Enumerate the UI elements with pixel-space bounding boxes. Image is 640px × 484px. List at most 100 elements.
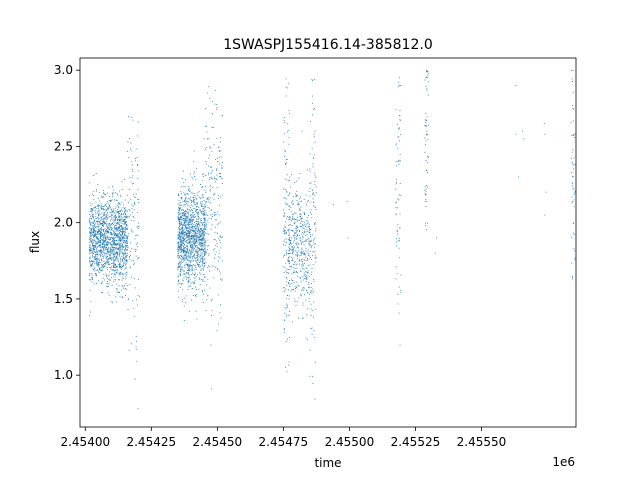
- data-point: [198, 233, 200, 235]
- data-point: [207, 215, 209, 217]
- data-point: [96, 220, 98, 222]
- data-point: [132, 231, 134, 233]
- data-point: [283, 188, 285, 190]
- data-point: [190, 220, 192, 222]
- data-point: [288, 298, 290, 300]
- data-point: [192, 216, 194, 218]
- data-point: [203, 262, 205, 264]
- data-point: [301, 265, 303, 267]
- data-point: [109, 238, 111, 240]
- data-point: [104, 213, 106, 215]
- data-point: [103, 221, 104, 223]
- data-point: [90, 236, 92, 238]
- data-point: [309, 187, 311, 189]
- data-point: [198, 206, 200, 208]
- data-point: [116, 248, 118, 250]
- data-point: [193, 241, 195, 243]
- data-point: [181, 217, 183, 218]
- data-point: [111, 257, 113, 259]
- data-point: [426, 71, 428, 73]
- data-point: [91, 241, 93, 242]
- data-point: [101, 269, 103, 271]
- data-point: [124, 228, 126, 230]
- data-point: [196, 231, 198, 233]
- data-point: [114, 270, 115, 272]
- data-point: [296, 230, 298, 232]
- data-point: [122, 241, 124, 243]
- data-point: [573, 222, 575, 224]
- data-point: [290, 249, 292, 251]
- data-point: [188, 186, 190, 187]
- data-point: [117, 252, 119, 254]
- data-point: [178, 207, 179, 209]
- data-point: [98, 269, 100, 271]
- data-point: [283, 291, 285, 292]
- data-point: [306, 233, 308, 235]
- data-point: [288, 219, 290, 221]
- data-point: [126, 225, 128, 227]
- data-point: [195, 245, 196, 247]
- data-point: [208, 199, 210, 201]
- data-point: [116, 252, 118, 253]
- data-point: [395, 207, 397, 209]
- data-point: [290, 242, 292, 244]
- data-point: [122, 286, 124, 288]
- data-point: [119, 249, 121, 251]
- data-point: [289, 223, 291, 225]
- data-point: [122, 246, 124, 248]
- data-point: [218, 198, 219, 200]
- data-point: [302, 221, 304, 223]
- data-point: [313, 330, 315, 331]
- data-point: [182, 229, 184, 231]
- data-point: [211, 209, 213, 210]
- data-point: [288, 257, 289, 258]
- data-point: [107, 208, 109, 210]
- data-point: [310, 229, 312, 231]
- data-point: [195, 228, 197, 230]
- data-point: [108, 250, 110, 252]
- data-point: [103, 230, 105, 232]
- data-point: [109, 264, 111, 265]
- data-point: [204, 212, 206, 214]
- data-point: [105, 230, 107, 232]
- data-point: [213, 277, 215, 279]
- data-point: [89, 251, 90, 253]
- data-point: [205, 219, 207, 221]
- data-point: [183, 248, 185, 249]
- data-point: [397, 240, 399, 242]
- data-point: [115, 227, 117, 229]
- data-point: [294, 233, 295, 235]
- data-point: [189, 206, 191, 208]
- data-point: [181, 229, 183, 231]
- data-point: [182, 257, 184, 259]
- data-point: [178, 248, 179, 250]
- data-point: [182, 238, 184, 240]
- data-point: [427, 186, 428, 188]
- data-point: [106, 237, 108, 239]
- data-point: [128, 189, 130, 191]
- data-point: [286, 277, 288, 279]
- data-point: [107, 231, 109, 233]
- data-point: [300, 223, 302, 225]
- data-point: [113, 211, 115, 213]
- data-point: [574, 259, 576, 261]
- data-point: [184, 179, 186, 181]
- data-point: [426, 75, 428, 77]
- data-point: [194, 274, 196, 276]
- data-point: [104, 244, 105, 246]
- data-point: [210, 214, 212, 216]
- data-point: [180, 269, 182, 271]
- data-point: [202, 229, 204, 231]
- data-point: [178, 193, 180, 195]
- data-point: [113, 256, 115, 258]
- data-point: [181, 244, 183, 246]
- y-axis-ticks: 1.01.52.02.53.0: [54, 63, 80, 382]
- data-point: [97, 220, 99, 222]
- data-point: [120, 231, 122, 232]
- data-point: [185, 251, 187, 253]
- data-point: [397, 161, 399, 162]
- data-point: [182, 185, 184, 187]
- data-point: [110, 200, 112, 202]
- data-point: [184, 227, 186, 229]
- data-point: [182, 242, 184, 244]
